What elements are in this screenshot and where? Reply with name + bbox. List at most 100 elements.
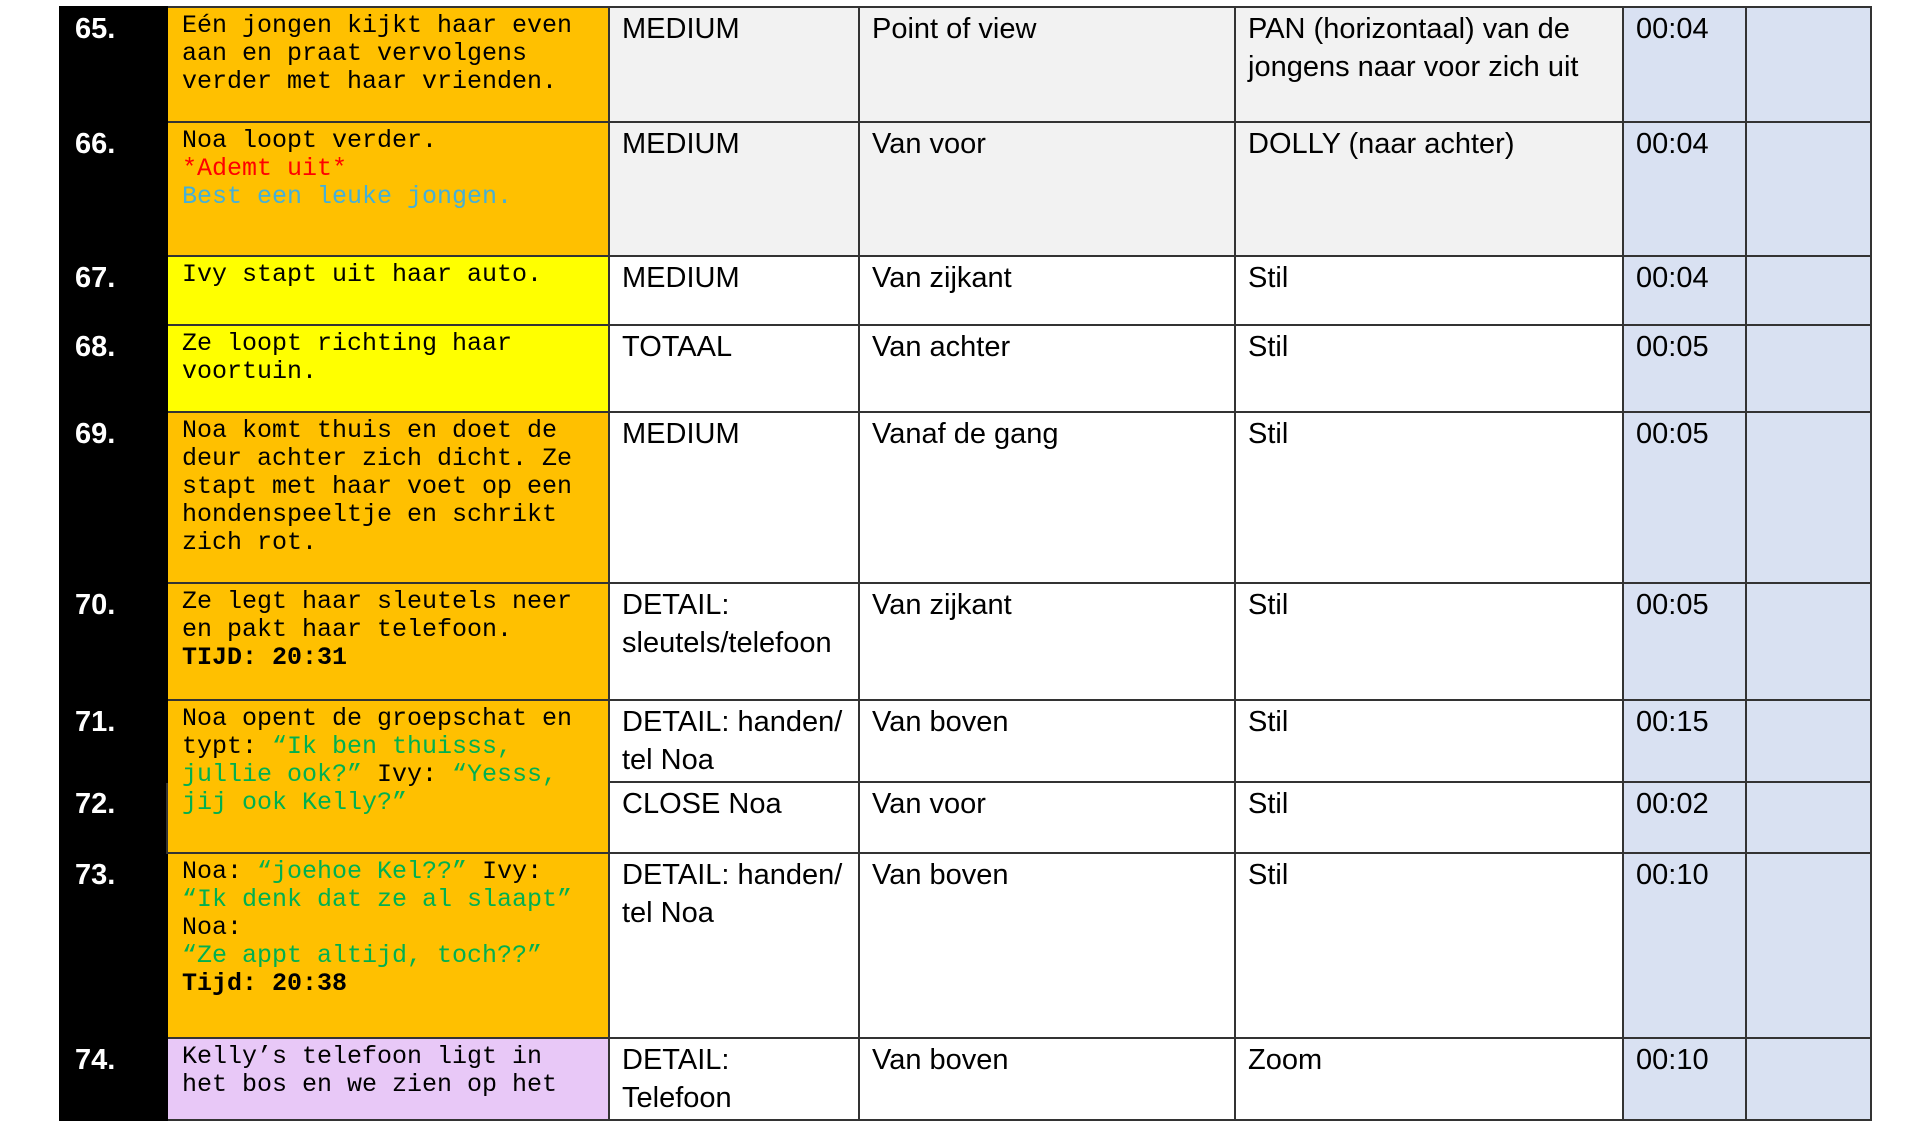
table-row: 73. Noa: “joehoe Kel??” Ivy: “Ik denk dat … (59, 852, 1872, 1039)
description-text: Best een leuke jongen. (182, 182, 513, 211)
description-text: “Ze appt altijd, toch??” (182, 941, 543, 970)
shot-cell: TOTAAL (608, 324, 860, 413)
movement-cell: DOLLY (naar achter) (1234, 121, 1624, 257)
table-row: 69. Noa komt thuis en doet de deur achter… (59, 411, 1872, 584)
description-cell: Eén jongen kijkt haar even aan en praat … (166, 6, 610, 123)
description-text: “Yesss, jij ook Kelly?” (182, 760, 558, 817)
description-cell: Ivy stapt uit haar auto. (166, 255, 610, 326)
shot-cell: DETAIL: handen/ tel Noa (608, 852, 860, 1039)
empty-cell (1745, 781, 1872, 854)
empty-cell (1745, 852, 1872, 1039)
empty-cell (1745, 6, 1872, 123)
shot-cell: MEDIUM (608, 411, 860, 584)
row-number: 68. (59, 324, 168, 413)
table-row: 66. Noa loopt verder. *Ademt uit* Best een … (59, 121, 1872, 257)
angle-cell: Van boven (858, 852, 1236, 1039)
description-text: TIJD: 20:31 (182, 643, 348, 672)
time-cell: 00:15 (1622, 699, 1747, 783)
description-text: Ivy stapt uit haar auto. (182, 260, 543, 289)
time-cell: 00:02 (1622, 781, 1747, 854)
description-text: Noa komt thuis en doet de deur achter zi… (182, 416, 573, 557)
empty-cell (1745, 411, 1872, 584)
storyboard-table: 65. Eén jongen kijkt haar even aan en pra… (59, 6, 1872, 1121)
description-text: Ivy: (467, 857, 543, 886)
description-cell: Kelly’s telefoon ligt in het bos en we z… (166, 1037, 610, 1121)
time-cell: 00:04 (1622, 6, 1747, 123)
time-cell: 00:05 (1622, 324, 1747, 413)
table-body: 65. Eén jongen kijkt haar even aan en pra… (59, 6, 1872, 1121)
description-text: Tijd: 20:38 (182, 969, 348, 998)
shot-cell: DETAIL: sleutels/telefoon (608, 582, 860, 701)
row-number: 73. (59, 852, 168, 1039)
description-text: “Ik denk dat ze al slaapt” (182, 885, 573, 914)
table-row: 65. Eén jongen kijkt haar even aan en pra… (59, 6, 1872, 123)
description-text: Noa opent de groepschat en typt: (182, 704, 573, 761)
time-cell: 00:10 (1622, 852, 1747, 1039)
description-cell: Noa loopt verder. *Ademt uit* Best een leu… (166, 121, 610, 257)
angle-cell: Van boven (858, 699, 1236, 783)
description-text: Kelly’s telefoon ligt in het bos en we z… (182, 1042, 558, 1099)
movement-cell: Zoom (1234, 1037, 1624, 1121)
angle-cell: Van achter (858, 324, 1236, 413)
movement-cell: Stil (1234, 582, 1624, 701)
movement-cell: PAN (horizontaal) van de jongens naar vo… (1234, 6, 1624, 123)
angle-cell: Van zijkant (858, 255, 1236, 326)
empty-cell (1745, 121, 1872, 257)
row-number: 66. (59, 121, 168, 257)
angle-cell: Vanaf de gang (858, 411, 1236, 584)
movement-cell: Stil (1234, 324, 1624, 413)
description-text: Ze loopt richting haar voortuin. (182, 329, 513, 386)
shot-cell: CLOSE Noa (608, 781, 860, 854)
angle-cell: Point of view (858, 6, 1236, 123)
time-cell: 00:05 (1622, 411, 1747, 584)
shot-cell: DETAIL: handen/ tel Noa (608, 699, 860, 783)
empty-cell (1745, 582, 1872, 701)
row-number: 65. (59, 6, 168, 123)
shot-cell: MEDIUM (608, 255, 860, 326)
row-number: 71. (59, 699, 168, 783)
description-text: *Ademt uit* (182, 154, 348, 183)
time-cell: 00:04 (1622, 255, 1747, 326)
table-row: 68. Ze loopt richting haar voortuin. TOTAA… (59, 324, 1872, 413)
movement-cell: Stil (1234, 781, 1624, 854)
row-number: 74. (59, 1037, 168, 1121)
empty-cell (1745, 1037, 1872, 1121)
description-cell: Noa opent de groepschat en typt: “Ik ben… (166, 699, 610, 854)
table-row: 72. CLOSE Noa Van voor Stil 00:02 (59, 781, 1872, 854)
description-cell: Noa: “joehoe Kel??” Ivy: “Ik denk dat ze … (166, 852, 610, 1039)
description-text: Eén jongen kijkt haar even aan en praat … (182, 11, 573, 96)
angle-cell: Van boven (858, 1037, 1236, 1121)
time-cell: 00:10 (1622, 1037, 1747, 1121)
time-cell: 00:04 (1622, 121, 1747, 257)
row-number: 67. (59, 255, 168, 326)
description-cell: Ze loopt richting haar voortuin. (166, 324, 610, 413)
table-row: 67. Ivy stapt uit haar auto. MEDIUM Van zij… (59, 255, 1872, 326)
movement-cell: Stil (1234, 255, 1624, 326)
movement-cell: Stil (1234, 699, 1624, 783)
row-number: 72. (59, 781, 168, 854)
row-number: 70. (59, 582, 168, 701)
description-text: Noa loopt verder. (182, 126, 438, 155)
row-number: 69. (59, 411, 168, 584)
shot-cell: MEDIUM (608, 6, 860, 123)
description-text: Ze legt haar sleutels neer en pakt haar … (182, 587, 573, 644)
empty-cell (1745, 324, 1872, 413)
time-cell: 00:05 (1622, 582, 1747, 701)
description-cell: Ze legt haar sleutels neer en pakt haar … (166, 582, 610, 701)
angle-cell: Van voor (858, 121, 1236, 257)
movement-cell: Stil (1234, 411, 1624, 584)
empty-cell (1745, 699, 1872, 783)
shot-cell: DETAIL: Telefoon (608, 1037, 860, 1121)
table-row: 71. Noa opent de groepschat en typt: “Ik … (59, 699, 1872, 854)
description-cell: Noa komt thuis en doet de deur achter zi… (166, 411, 610, 584)
shot-cell: MEDIUM (608, 121, 860, 257)
table-row: 70. Ze legt haar sleutels neer en pakt ha… (59, 582, 1872, 701)
description-text: “Ik ben thuisss, jullie ook?” (182, 732, 513, 789)
table-row: 74. Kelly’s telefoon ligt in het bos en w… (59, 1037, 1872, 1121)
description-text: Noa: (182, 913, 243, 942)
angle-cell: Van zijkant (858, 582, 1236, 701)
description-text: “joehoe Kel??” (257, 857, 468, 886)
description-text: Ivy: (362, 760, 453, 789)
movement-cell: Stil (1234, 852, 1624, 1039)
